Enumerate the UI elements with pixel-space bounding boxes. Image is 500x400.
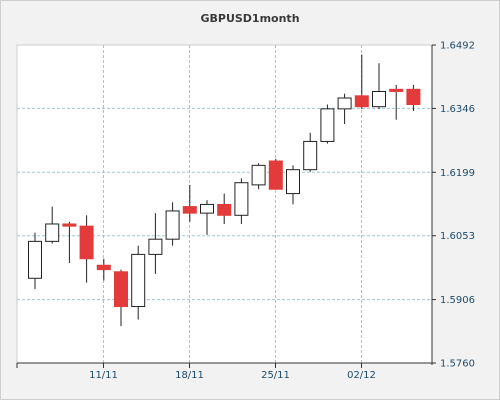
x-tick-label: 25/11 xyxy=(261,370,290,381)
candle-body-down xyxy=(268,160,283,190)
x-tick-label: 11/11 xyxy=(89,370,118,381)
candle-body-down xyxy=(354,95,369,108)
candle-body-up xyxy=(286,169,300,195)
candle-body-up xyxy=(148,238,163,255)
candle-body-up xyxy=(200,203,214,214)
candle-body-down xyxy=(114,271,128,308)
candle-body-down xyxy=(389,88,404,92)
axis-layer: 1.6492 1.6346 1.6199 1.6053 1.5906 1.5760 11/1… xyxy=(16,41,475,381)
x-tick-label: 18/11 xyxy=(175,370,204,381)
candle-body-down xyxy=(62,223,77,227)
candle-body-up xyxy=(337,97,352,110)
y-tick-label: 1.6492 xyxy=(440,41,475,52)
y-tick-label: 1.6346 xyxy=(440,104,475,115)
candle-body-up xyxy=(165,210,180,240)
candle-body-up xyxy=(372,90,386,108)
candle-body-up xyxy=(28,240,42,279)
x-tick-label: 02/12 xyxy=(347,370,376,381)
y-tick-label: 1.6199 xyxy=(440,168,475,179)
candle-body-up xyxy=(251,164,266,186)
candle-body-down xyxy=(96,264,111,271)
chart-title: GBPUSD1month xyxy=(200,12,300,25)
candle-body-down xyxy=(182,206,197,214)
candle-body-down xyxy=(217,203,232,216)
candle-body-down xyxy=(406,88,421,106)
candle-body-up xyxy=(234,182,249,216)
y-tick-label: 1.5760 xyxy=(440,359,475,370)
y-tick-label: 1.6053 xyxy=(440,231,475,242)
candle-layer xyxy=(28,54,421,327)
candle-body-up xyxy=(320,108,335,142)
candle-body-up xyxy=(303,140,318,171)
candle-body-up xyxy=(45,223,60,242)
y-tick-label: 1.5906 xyxy=(440,295,475,306)
candle-body-up xyxy=(131,253,146,308)
grid-layer xyxy=(17,45,432,363)
candle-body-down xyxy=(79,225,94,260)
